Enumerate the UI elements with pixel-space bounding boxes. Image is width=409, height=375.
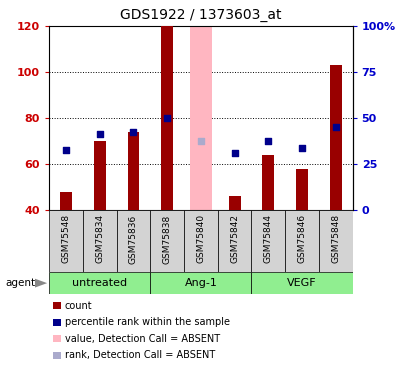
Bar [318, 210, 352, 272]
Text: GSM75834: GSM75834 [95, 214, 104, 264]
Text: GSM75848: GSM75848 [330, 214, 339, 264]
Bar [127, 132, 139, 210]
Bar [217, 210, 251, 272]
Bar [285, 210, 318, 272]
Text: GSM75846: GSM75846 [297, 214, 306, 264]
Bar [150, 210, 184, 272]
Bar [116, 210, 150, 272]
Text: GSM75840: GSM75840 [196, 214, 205, 264]
Bar [251, 210, 285, 272]
Text: VEGF: VEGF [287, 278, 316, 288]
Bar [49, 210, 83, 272]
Bar [262, 155, 274, 210]
Bar [94, 141, 106, 210]
Bar [251, 272, 352, 294]
Bar [60, 192, 72, 210]
Text: agent: agent [5, 278, 35, 288]
Title: GDS1922 / 1373603_at: GDS1922 / 1373603_at [120, 9, 281, 22]
Bar [83, 210, 116, 272]
Text: percentile rank within the sample: percentile rank within the sample [65, 317, 229, 327]
Point [231, 150, 237, 156]
Text: count: count [65, 301, 92, 310]
Bar [228, 196, 240, 210]
Point [96, 131, 103, 137]
Point [298, 145, 305, 151]
Bar [49, 272, 150, 294]
Point [130, 129, 137, 135]
Bar [295, 169, 307, 210]
Polygon shape [35, 279, 47, 288]
Text: Ang-1: Ang-1 [184, 278, 217, 288]
Text: GSM75548: GSM75548 [61, 214, 70, 264]
Bar [189, 26, 211, 210]
Point [164, 115, 170, 121]
Point [197, 138, 204, 144]
Text: GSM75842: GSM75842 [229, 214, 238, 263]
Text: untreated: untreated [72, 278, 127, 288]
Text: GSM75844: GSM75844 [263, 214, 272, 263]
Bar [329, 65, 341, 210]
Text: rank, Detection Call = ABSENT: rank, Detection Call = ABSENT [65, 350, 214, 360]
Text: GSM75838: GSM75838 [162, 214, 171, 264]
Bar [184, 210, 217, 272]
Point [264, 138, 271, 144]
Bar [150, 272, 251, 294]
Point [332, 124, 338, 130]
Text: value, Detection Call = ABSENT: value, Detection Call = ABSENT [65, 334, 219, 344]
Text: GSM75836: GSM75836 [129, 214, 138, 264]
Bar [161, 26, 173, 210]
Point [63, 147, 69, 153]
